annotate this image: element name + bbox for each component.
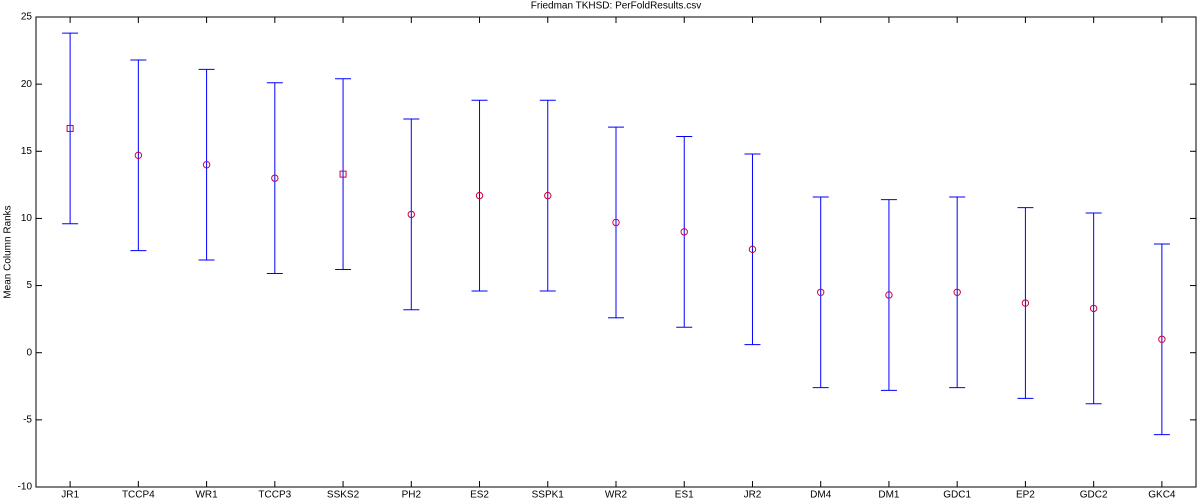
mean-marker (407, 210, 415, 219)
y-tick-label: 10 (21, 213, 33, 224)
mean-marker (202, 161, 211, 169)
mean-marker (66, 124, 74, 132)
x-tick-label: TCCP3 (258, 490, 291, 500)
mean-marker (1021, 299, 1030, 307)
mean-marker (271, 174, 279, 182)
x-tick-label: PH2 (402, 490, 422, 500)
x-tick-label: GDC1 (943, 490, 971, 500)
mean-marker (1158, 335, 1166, 343)
mean-marker (339, 170, 347, 178)
x-tick-label: GKC4 (1148, 490, 1176, 500)
x-tick-label: JR2 (744, 490, 762, 500)
x-tick-label: WR2 (605, 490, 628, 500)
mean-marker (748, 245, 757, 254)
x-tick-label: ES1 (675, 490, 694, 500)
mean-marker (475, 191, 484, 200)
y-tick-label: -10 (18, 482, 33, 493)
x-tick-label: SSPK1 (532, 490, 565, 500)
x-tick-label: JR1 (61, 490, 79, 500)
x-tick-label: TCCP4 (122, 490, 155, 500)
y-tick-label: 0 (26, 347, 32, 358)
y-tick-label: 20 (21, 79, 33, 90)
x-tick-label: DM1 (878, 490, 900, 500)
x-tick-label: WR1 (195, 490, 218, 500)
y-tick-label: -5 (23, 414, 32, 425)
mean-marker (1089, 304, 1098, 313)
y-tick-label: 5 (26, 280, 32, 291)
mean-marker (953, 288, 961, 296)
x-tick-label: EP2 (1016, 490, 1035, 500)
x-tick-label: ES2 (470, 490, 489, 500)
chart-title: Friedman TKHSD: PerFoldResults.csv (531, 1, 701, 12)
mean-marker (134, 151, 143, 160)
mean-marker (817, 288, 825, 296)
x-tick-label: GDC2 (1080, 490, 1108, 500)
mean-marker (885, 291, 893, 299)
x-tick-label: DM4 (810, 490, 832, 500)
mean-marker (544, 191, 552, 200)
y-tick-label: 25 (21, 12, 33, 23)
y-axis-label: Mean Column Ranks (3, 205, 14, 298)
y-tick-label: 15 (21, 146, 33, 157)
mean-marker (680, 228, 688, 236)
x-tick-label: SSKS2 (327, 490, 360, 500)
mean-marker (612, 218, 620, 227)
